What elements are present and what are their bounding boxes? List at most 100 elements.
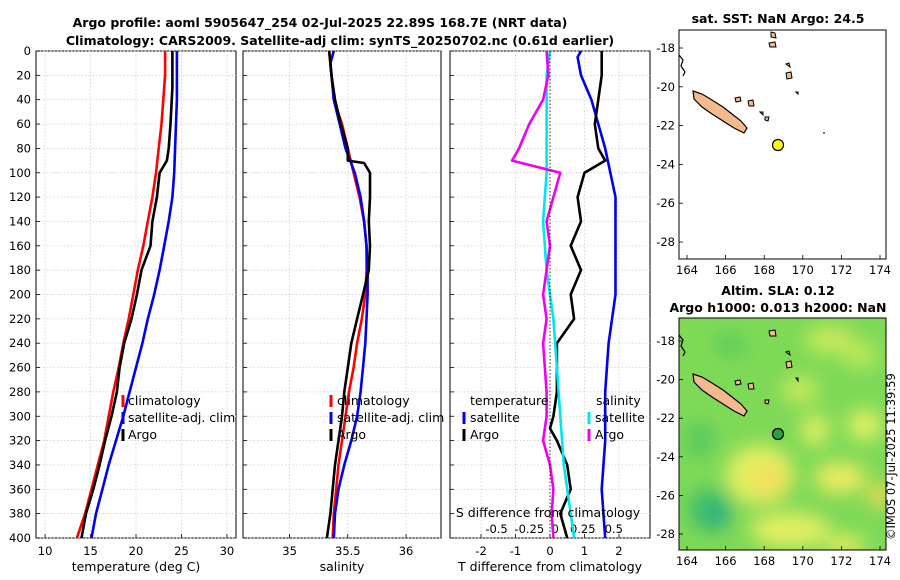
- map-x-tick-label: 172: [830, 554, 852, 568]
- map-y-tick-label: -22: [656, 411, 675, 425]
- island-small: [747, 99, 755, 107]
- sla-patch: [805, 326, 855, 354]
- x-tick-label: 1: [581, 544, 588, 558]
- temperature-legend: climatology satellite-adj. clim Argo: [121, 393, 235, 442]
- x-top-tick-label: 0.25: [570, 522, 596, 536]
- y-tick-label: 40: [16, 93, 31, 107]
- island-small: [734, 96, 742, 103]
- map-y-tick-label: -24: [656, 157, 675, 171]
- island-small: [794, 91, 799, 96]
- island-small: [768, 41, 777, 48]
- sla-patch: [825, 535, 865, 550]
- legend-title-temperature: temperature: [470, 393, 549, 408]
- y-tick-label: 0: [24, 44, 31, 58]
- sla-patch: [847, 409, 883, 441]
- difference-xlabel-top: S difference from climatology: [456, 505, 641, 520]
- grid-layer: [36, 50, 650, 539]
- map-y-tick-label: -22: [656, 119, 675, 133]
- x-tick-label: 35.5: [335, 544, 361, 558]
- legend-title-salinity: salinity: [596, 393, 641, 408]
- tick-label-layer: 10 15 20 25 30020406080100120140160180200220…: [9, 44, 623, 558]
- map-y-tick-label: -26: [656, 488, 675, 502]
- map-y-tick-label: -20: [656, 373, 675, 387]
- map-y-tick-label: -24: [656, 450, 675, 464]
- map-y-tick-label: -18: [656, 334, 675, 348]
- sla-patch: [752, 464, 788, 496]
- imos-watermark: ©IMOS 07-Jul-2025 11:39:59: [884, 373, 898, 540]
- map-x-tick-label: 168: [753, 554, 775, 568]
- y-tick-label: 300: [9, 409, 31, 423]
- legend-label-argo: Argo: [128, 427, 157, 442]
- y-tick-label: 60: [16, 117, 31, 131]
- new-caledonia-island: [692, 373, 748, 417]
- island-small: [784, 350, 791, 357]
- series-line-climatology: [75, 51, 167, 539]
- island-small: [785, 360, 793, 369]
- salinity-xlabel: salinity: [320, 559, 365, 574]
- map-x-tick-label: 170: [792, 554, 814, 568]
- x-top-tick-label: 0.5: [605, 522, 623, 536]
- y-tick-label: 260: [9, 361, 31, 375]
- series-line-argo: [325, 50, 372, 539]
- y-tick-label: 280: [9, 385, 31, 399]
- island-small: [785, 71, 793, 80]
- difference-legend: temperature satellite Argo salinity sate…: [462, 393, 645, 442]
- x-top-tick-label: -0.5: [485, 522, 507, 536]
- island-small: [795, 377, 799, 383]
- sla-map-title-line2: Argo h1000: 0.013 h2000: NaN: [669, 300, 886, 315]
- x-tick-label: 15: [83, 544, 98, 558]
- x-tick-label: 20: [129, 544, 144, 558]
- map-x-tick-label: 166: [715, 554, 737, 568]
- sla-patch: [714, 333, 746, 357]
- y-tick-label: 180: [9, 263, 31, 277]
- legend-label-climatology: climatology: [128, 393, 201, 408]
- x-top-tick-label: -0.25: [514, 522, 544, 536]
- island-small: [747, 382, 755, 390]
- island-small: [784, 62, 791, 69]
- y-tick-label: 120: [9, 190, 31, 204]
- map-x-tick-label: 164: [676, 554, 698, 568]
- y-tick-label: 340: [9, 458, 31, 472]
- x-tick-label: 2: [615, 544, 622, 558]
- x-tick-label: 25: [174, 544, 189, 558]
- sla-map-frame: [678, 317, 887, 551]
- new-caledonia-island: [692, 90, 748, 134]
- difference-xlabel: T difference from climatology: [457, 559, 643, 574]
- y-tick-label: 140: [9, 214, 31, 228]
- island-small: [768, 329, 777, 337]
- sla-heatmap: [679, 318, 886, 550]
- x-tick-label: 30: [220, 544, 235, 558]
- figure-title-line2: Climatology: CARS2009. Satellite-adj cli…: [66, 33, 614, 49]
- y-tick-label: 220: [9, 312, 31, 326]
- sla-patch: [801, 414, 829, 446]
- argo-float-marker: [771, 138, 785, 152]
- series-line-satellite-adj-clim: [90, 51, 179, 539]
- x-top-tick-label: 0: [552, 522, 559, 536]
- coastline-west: [678, 54, 686, 77]
- x-tick-label: -2: [475, 544, 486, 558]
- y-tick-label: 160: [9, 239, 31, 253]
- map-x-tick-label: 170: [792, 263, 814, 277]
- y-tick-label: 20: [16, 68, 31, 82]
- island-small: [758, 111, 764, 117]
- map-y-tick-label: -28: [656, 235, 675, 249]
- y-tick-label: 80: [16, 141, 31, 155]
- y-tick-label: 100: [9, 166, 31, 180]
- series-line-t-argo: [548, 51, 607, 539]
- sst-map-ticks: 164 166 168 170 172 174 -18 -20 -22 -24 -26 -28: [656, 41, 891, 277]
- sla-heatmap-patches: [686, 326, 886, 550]
- legend-label-s-argo: Argo: [595, 427, 624, 442]
- map-y-tick-label: -26: [656, 196, 675, 210]
- x-tick-label: 0: [546, 544, 553, 558]
- map-x-tick-label: 174: [869, 554, 891, 568]
- map-x-tick-label: 168: [753, 263, 775, 277]
- island-small: [734, 379, 742, 386]
- temperature-xlabel: temperature (deg C): [72, 559, 201, 574]
- map-y-tick-label: -28: [656, 527, 675, 541]
- sla-map-coastlines: [678, 329, 799, 417]
- sla-patch: [842, 341, 878, 369]
- map-x-tick-label: 174: [869, 263, 891, 277]
- x-tick-label: 36: [399, 544, 414, 558]
- sla-patch: [750, 512, 830, 548]
